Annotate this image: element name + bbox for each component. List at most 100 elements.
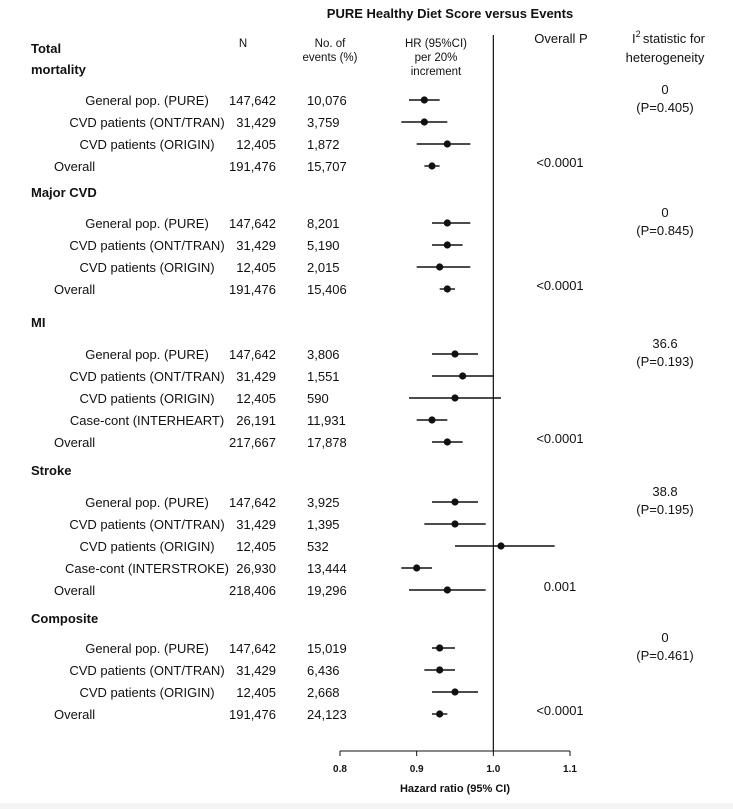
overall-row-label: Overall xyxy=(54,707,95,722)
events-value: 15,019 xyxy=(307,641,347,656)
hr-point xyxy=(451,394,459,402)
n-value: 12,405 xyxy=(236,685,276,700)
study-row-label: CVD patients (ONT/TRAN) xyxy=(69,517,224,532)
hr-point xyxy=(443,586,451,594)
n-value: 191,476 xyxy=(229,282,276,297)
i2-p-value: (P=0.845) xyxy=(636,223,693,238)
events-value: 5,190 xyxy=(307,238,340,253)
group-title: Stroke xyxy=(31,463,71,478)
n-value: 31,429 xyxy=(236,238,276,253)
events-value: 17,878 xyxy=(307,435,347,450)
x-tick-label: 1.0 xyxy=(486,764,500,775)
n-value: 31,429 xyxy=(236,663,276,678)
column-header-events-line-2: events (%) xyxy=(303,52,358,64)
i2-p-value: (P=0.405) xyxy=(636,100,693,115)
overall-p-value: <0.0001 xyxy=(536,703,583,718)
x-axis: 0.8 0.9 1.0 1.1 xyxy=(333,751,577,775)
events-value: 11,931 xyxy=(307,413,346,428)
overall-p-value: <0.0001 xyxy=(536,431,583,446)
group-title: MI xyxy=(31,315,45,330)
chart-title: PURE Healthy Diet Score versus Events xyxy=(327,6,573,21)
i2-letter: I xyxy=(632,31,636,46)
hr-point xyxy=(443,219,451,227)
i2-value: 38.8 xyxy=(652,484,677,499)
events-value: 3,925 xyxy=(307,495,340,510)
hr-point xyxy=(451,350,459,358)
hr-point xyxy=(451,688,459,696)
study-row-label: General pop. (PURE) xyxy=(85,93,209,108)
group-title: mortality xyxy=(31,62,87,77)
forest-rows: Total mortality 0 (P=0.405) General pop. (PU… xyxy=(31,41,694,722)
i2-p-value: (P=0.195) xyxy=(636,502,693,517)
i2-superscript: 2 xyxy=(636,29,641,39)
group-title: Composite xyxy=(31,611,98,626)
events-value: 6,436 xyxy=(307,663,340,678)
hr-point xyxy=(436,644,444,652)
n-value: 147,642 xyxy=(229,93,276,108)
i2-value: 0 xyxy=(661,630,668,645)
group-title: Major CVD xyxy=(31,185,97,200)
i2-value: 0 xyxy=(661,82,668,97)
study-row-label: CVD patients (ONT/TRAN) xyxy=(69,369,224,384)
events-value: 15,406 xyxy=(307,282,347,297)
column-header-hr-line-3: increment xyxy=(411,66,462,78)
events-value: 3,806 xyxy=(307,347,340,362)
n-value: 191,476 xyxy=(229,159,276,174)
overall-row-label: Overall xyxy=(54,282,95,297)
events-value: 10,076 xyxy=(307,93,347,108)
study-row-label: General pop. (PURE) xyxy=(85,641,209,656)
hr-point xyxy=(428,162,436,170)
events-value: 590 xyxy=(307,391,329,406)
events-value: 19,296 xyxy=(307,583,347,598)
hr-point xyxy=(451,498,459,506)
events-value: 13,444 xyxy=(307,561,347,576)
overall-row-label: Overall xyxy=(54,159,95,174)
hr-point xyxy=(497,542,505,550)
n-value: 191,476 xyxy=(229,707,276,722)
hr-point xyxy=(436,666,444,674)
events-value: 2,015 xyxy=(307,260,340,275)
study-row-label: CVD patients (ORIGIN) xyxy=(79,539,214,554)
study-row-label: General pop. (PURE) xyxy=(85,495,209,510)
events-value: 8,201 xyxy=(307,216,340,231)
column-header-i2-symbol: I2 xyxy=(632,29,641,46)
group-title: Total xyxy=(31,41,61,56)
n-value: 147,642 xyxy=(229,216,276,231)
events-value: 2,668 xyxy=(307,685,340,700)
study-row-label: CVD patients (ONT/TRAN) xyxy=(69,115,224,130)
hr-point xyxy=(436,710,444,718)
i2-value: 36.6 xyxy=(652,336,677,351)
n-value: 12,405 xyxy=(236,391,276,406)
events-value: 532 xyxy=(307,539,329,554)
study-row-label: CVD patients (ORIGIN) xyxy=(79,260,214,275)
hr-point xyxy=(443,438,451,446)
column-header-overall-p: Overall P xyxy=(534,31,587,46)
column-header-events-line-1: No. of xyxy=(315,38,346,50)
overall-row-label: Overall xyxy=(54,583,95,598)
n-value: 31,429 xyxy=(236,115,276,130)
hr-point xyxy=(420,118,428,126)
n-value: 147,642 xyxy=(229,495,276,510)
hr-point xyxy=(443,241,451,249)
n-value: 31,429 xyxy=(236,517,276,532)
events-value: 24,123 xyxy=(307,707,347,722)
hr-point xyxy=(413,564,421,572)
study-row-label: General pop. (PURE) xyxy=(85,216,209,231)
x-tick-label: 1.1 xyxy=(563,764,577,775)
x-tick-label: 0.9 xyxy=(410,764,424,775)
i2-p-value: (P=0.193) xyxy=(636,354,693,369)
events-value: 1,872 xyxy=(307,137,340,152)
column-header-hr-line-2: per 20% xyxy=(415,52,458,64)
study-row-label: CVD patients (ORIGIN) xyxy=(79,391,214,406)
n-value: 218,406 xyxy=(229,583,276,598)
n-value: 147,642 xyxy=(229,347,276,362)
n-value: 26,191 xyxy=(236,413,276,428)
study-row-label: CVD patients (ORIGIN) xyxy=(79,685,214,700)
study-row-label: CVD patients (ONT/TRAN) xyxy=(69,663,224,678)
hr-point xyxy=(428,416,436,424)
i2-p-value: (P=0.461) xyxy=(636,648,693,663)
hr-point xyxy=(436,263,444,271)
hr-point xyxy=(451,520,459,528)
events-value: 1,395 xyxy=(307,517,340,532)
n-value: 12,405 xyxy=(236,137,276,152)
